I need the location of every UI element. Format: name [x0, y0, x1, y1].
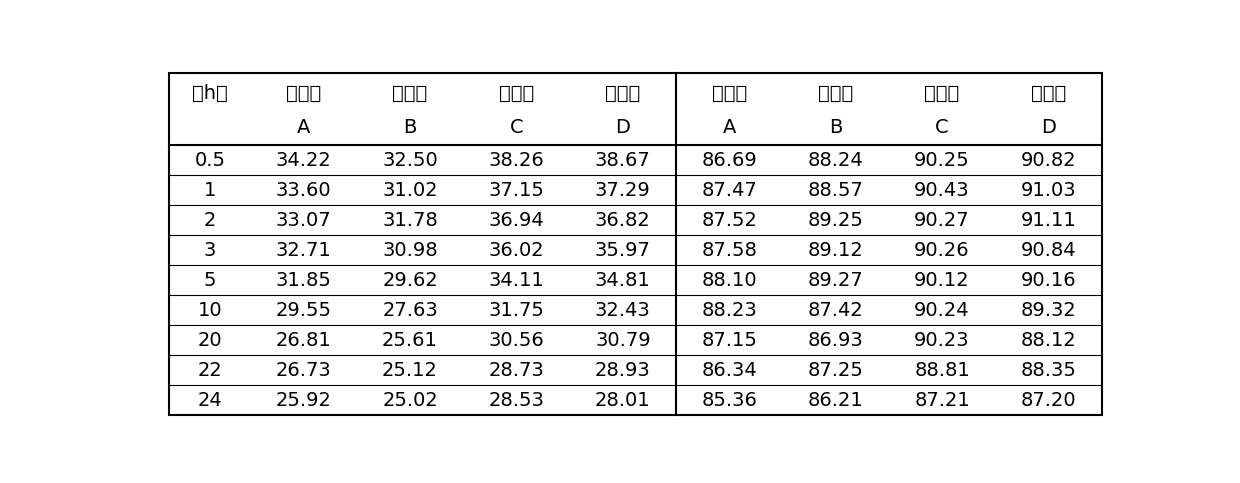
Text: 25.61: 25.61	[382, 330, 438, 350]
Text: 90.26: 90.26	[914, 241, 970, 260]
Text: 91.03: 91.03	[1021, 181, 1076, 200]
Text: 36.82: 36.82	[595, 211, 651, 230]
Text: 89.25: 89.25	[807, 211, 863, 230]
Text: 25.12: 25.12	[382, 360, 438, 380]
Text: B: B	[403, 118, 417, 137]
Text: 91.11: 91.11	[1021, 211, 1076, 230]
Text: 87.52: 87.52	[702, 211, 758, 230]
Text: C: C	[935, 118, 949, 137]
Text: 37.15: 37.15	[489, 181, 544, 200]
Text: B: B	[828, 118, 842, 137]
Text: 90.27: 90.27	[914, 211, 970, 230]
Text: 26.81: 26.81	[275, 330, 331, 350]
Text: 催化剂: 催化剂	[1030, 84, 1066, 103]
Text: 26.73: 26.73	[275, 360, 331, 380]
Text: 36.94: 36.94	[489, 211, 544, 230]
Text: 3: 3	[203, 241, 216, 260]
Text: 32.71: 32.71	[275, 241, 331, 260]
Text: 88.12: 88.12	[1021, 330, 1076, 350]
Text: 31.02: 31.02	[382, 181, 438, 200]
Text: A: A	[723, 118, 735, 137]
Text: 31.78: 31.78	[382, 211, 438, 230]
Text: A: A	[298, 118, 310, 137]
Text: 33.60: 33.60	[275, 181, 331, 200]
Text: 90.12: 90.12	[914, 270, 970, 290]
Text: 0.5: 0.5	[195, 151, 226, 170]
Text: 89.27: 89.27	[807, 270, 863, 290]
Text: 90.16: 90.16	[1021, 270, 1076, 290]
Text: 催化剂: 催化剂	[605, 84, 640, 103]
Text: 32.50: 32.50	[382, 151, 438, 170]
Text: 34.11: 34.11	[489, 270, 544, 290]
Text: 31.85: 31.85	[275, 270, 331, 290]
Text: 30.79: 30.79	[595, 330, 651, 350]
Text: 20: 20	[197, 330, 222, 350]
Text: 28.53: 28.53	[489, 391, 544, 410]
Text: 90.43: 90.43	[914, 181, 970, 200]
Text: 86.69: 86.69	[702, 151, 758, 170]
Text: 催化剂: 催化剂	[392, 84, 428, 103]
Text: 87.47: 87.47	[702, 181, 758, 200]
Text: 35.97: 35.97	[595, 241, 651, 260]
Text: 28.93: 28.93	[595, 360, 651, 380]
Text: 30.98: 30.98	[382, 241, 438, 260]
Text: 24: 24	[197, 391, 222, 410]
Text: C: C	[510, 118, 523, 137]
Text: 25.02: 25.02	[382, 391, 438, 410]
Text: 87.15: 87.15	[702, 330, 758, 350]
Text: 88.35: 88.35	[1021, 360, 1076, 380]
Text: 90.23: 90.23	[914, 330, 970, 350]
Text: 86.21: 86.21	[807, 391, 863, 410]
Text: 29.55: 29.55	[275, 300, 331, 320]
Text: 5: 5	[203, 270, 216, 290]
Text: 89.12: 89.12	[807, 241, 863, 260]
Text: 90.25: 90.25	[914, 151, 970, 170]
Text: 88.81: 88.81	[914, 360, 970, 380]
Text: D: D	[615, 118, 630, 137]
Text: 催化剂: 催化剂	[818, 84, 853, 103]
Text: 86.34: 86.34	[702, 360, 758, 380]
Text: 催化剂: 催化剂	[712, 84, 746, 103]
Text: 32.43: 32.43	[595, 300, 651, 320]
Text: 87.42: 87.42	[807, 300, 863, 320]
Text: 28.01: 28.01	[595, 391, 651, 410]
Text: 28.73: 28.73	[489, 360, 544, 380]
Text: 30.56: 30.56	[489, 330, 544, 350]
Text: 催化剂: 催化剂	[286, 84, 321, 103]
Text: 90.24: 90.24	[914, 300, 970, 320]
Text: 2: 2	[203, 211, 216, 230]
Text: 34.81: 34.81	[595, 270, 651, 290]
Text: 90.82: 90.82	[1021, 151, 1076, 170]
Text: （h）: （h）	[192, 84, 228, 103]
Text: 10: 10	[197, 300, 222, 320]
Text: 90.84: 90.84	[1021, 241, 1076, 260]
Text: 85.36: 85.36	[702, 391, 758, 410]
Text: 36.02: 36.02	[489, 241, 544, 260]
Text: 1: 1	[203, 181, 216, 200]
Text: 88.23: 88.23	[702, 300, 758, 320]
Text: 29.62: 29.62	[382, 270, 438, 290]
Text: 38.26: 38.26	[489, 151, 544, 170]
Text: 87.58: 87.58	[702, 241, 758, 260]
Text: 87.21: 87.21	[914, 391, 970, 410]
Text: D: D	[1040, 118, 1055, 137]
Text: 34.22: 34.22	[275, 151, 331, 170]
Text: 22: 22	[197, 360, 222, 380]
Text: 88.57: 88.57	[807, 181, 863, 200]
Text: 催化剂: 催化剂	[498, 84, 534, 103]
Text: 37.29: 37.29	[595, 181, 651, 200]
Text: 87.25: 87.25	[807, 360, 863, 380]
Text: 33.07: 33.07	[275, 211, 331, 230]
Text: 88.24: 88.24	[807, 151, 863, 170]
Text: 87.20: 87.20	[1021, 391, 1076, 410]
Text: 38.67: 38.67	[595, 151, 651, 170]
Text: 催化剂: 催化剂	[924, 84, 960, 103]
Text: 89.32: 89.32	[1021, 300, 1076, 320]
Text: 31.75: 31.75	[489, 300, 544, 320]
Text: 27.63: 27.63	[382, 300, 438, 320]
Text: 86.93: 86.93	[807, 330, 863, 350]
Text: 88.10: 88.10	[702, 270, 758, 290]
Text: 25.92: 25.92	[275, 391, 331, 410]
